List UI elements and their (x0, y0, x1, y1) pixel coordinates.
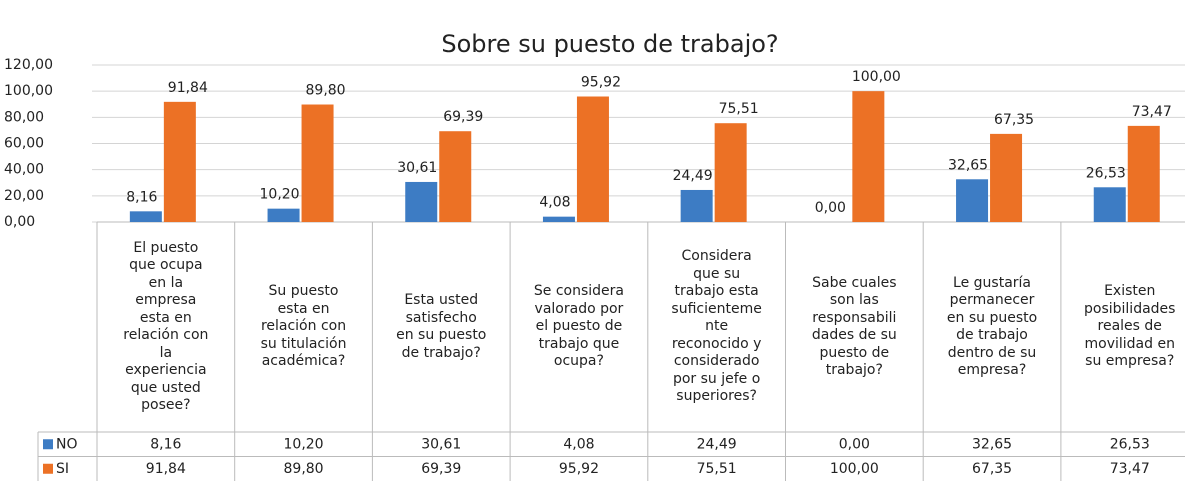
legend-swatch (43, 463, 53, 474)
bar (990, 133, 1023, 222)
data-label: 100,00 (852, 69, 901, 85)
category-label: El puesto que ocupa en la empresa esta e… (123, 239, 209, 414)
bar (129, 211, 162, 222)
bar (267, 208, 300, 222)
data-label: 91,84 (168, 80, 208, 96)
table-value: 91,84 (146, 461, 186, 477)
bar (301, 104, 334, 222)
table-value: 73,47 (1110, 461, 1150, 477)
data-label: 0,00 (815, 200, 846, 216)
table-value: 69,39 (421, 461, 461, 477)
table-value: 8,16 (150, 436, 181, 452)
data-label: 89,80 (306, 83, 346, 99)
data-label: 10,20 (260, 187, 300, 203)
y-tick-label: 60,00 (4, 136, 44, 152)
bar (714, 123, 747, 222)
bar (680, 189, 713, 222)
category-label: Esta usted satisfecho en su puesto de tr… (396, 292, 487, 361)
bar (1093, 187, 1126, 222)
chart-title: Sobre su puesto de trabajo? (441, 30, 778, 58)
y-tick-label: 100,00 (4, 83, 53, 99)
y-tick-label: 80,00 (4, 109, 44, 125)
bar (163, 101, 196, 222)
legend-label: SI (56, 461, 69, 477)
y-tick-label: 20,00 (4, 188, 44, 204)
category-label: Sabe cuales son las responsabili dades d… (811, 274, 897, 379)
y-tick-label: 0,00 (4, 214, 35, 230)
data-label: 73,47 (1132, 104, 1172, 120)
table-value: 0,00 (839, 436, 870, 452)
data-label: 30,61 (397, 160, 437, 176)
table-value: 100,00 (830, 461, 879, 477)
bar (405, 181, 438, 222)
bar (956, 179, 989, 222)
data-label: 24,49 (673, 168, 713, 184)
data-label: 32,65 (948, 157, 988, 173)
table-value: 32,65 (972, 436, 1012, 452)
bar (1127, 125, 1160, 222)
data-label: 75,51 (719, 101, 759, 117)
legend-swatch (43, 439, 53, 450)
data-label: 26,53 (1086, 165, 1126, 181)
bar (542, 216, 575, 222)
category-label: Se considera valorado por el puesto de t… (533, 283, 624, 370)
table-value: 89,80 (284, 461, 324, 477)
data-label: 95,92 (581, 75, 621, 91)
bar (576, 96, 609, 222)
data-label: 69,39 (443, 109, 483, 125)
y-tick-label: 120,00 (4, 57, 53, 73)
data-label: 67,35 (994, 112, 1034, 128)
data-label: 8,16 (126, 189, 157, 205)
table-value: 67,35 (972, 461, 1012, 477)
bar (439, 131, 472, 222)
category-label: Existen posibilidades reales de movilida… (1084, 283, 1176, 370)
bar (852, 91, 885, 223)
table-value: 26,53 (1110, 436, 1150, 452)
table-value: 95,92 (559, 461, 599, 477)
table-value: 24,49 (697, 436, 737, 452)
legend-label: NO (56, 436, 78, 452)
category-label: Considera que su trabajo esta suficiente… (671, 248, 762, 405)
table-value: 30,61 (421, 436, 461, 452)
data-label: 4,08 (539, 195, 570, 211)
category-label: Su puesto esta en relación con su titula… (260, 283, 347, 370)
table-value: 75,51 (697, 461, 737, 477)
category-label: Le gustaría permanecer en su puesto de t… (946, 274, 1038, 379)
table-value: 10,20 (284, 436, 324, 452)
y-tick-label: 40,00 (4, 162, 44, 178)
table-value: 4,08 (563, 436, 594, 452)
